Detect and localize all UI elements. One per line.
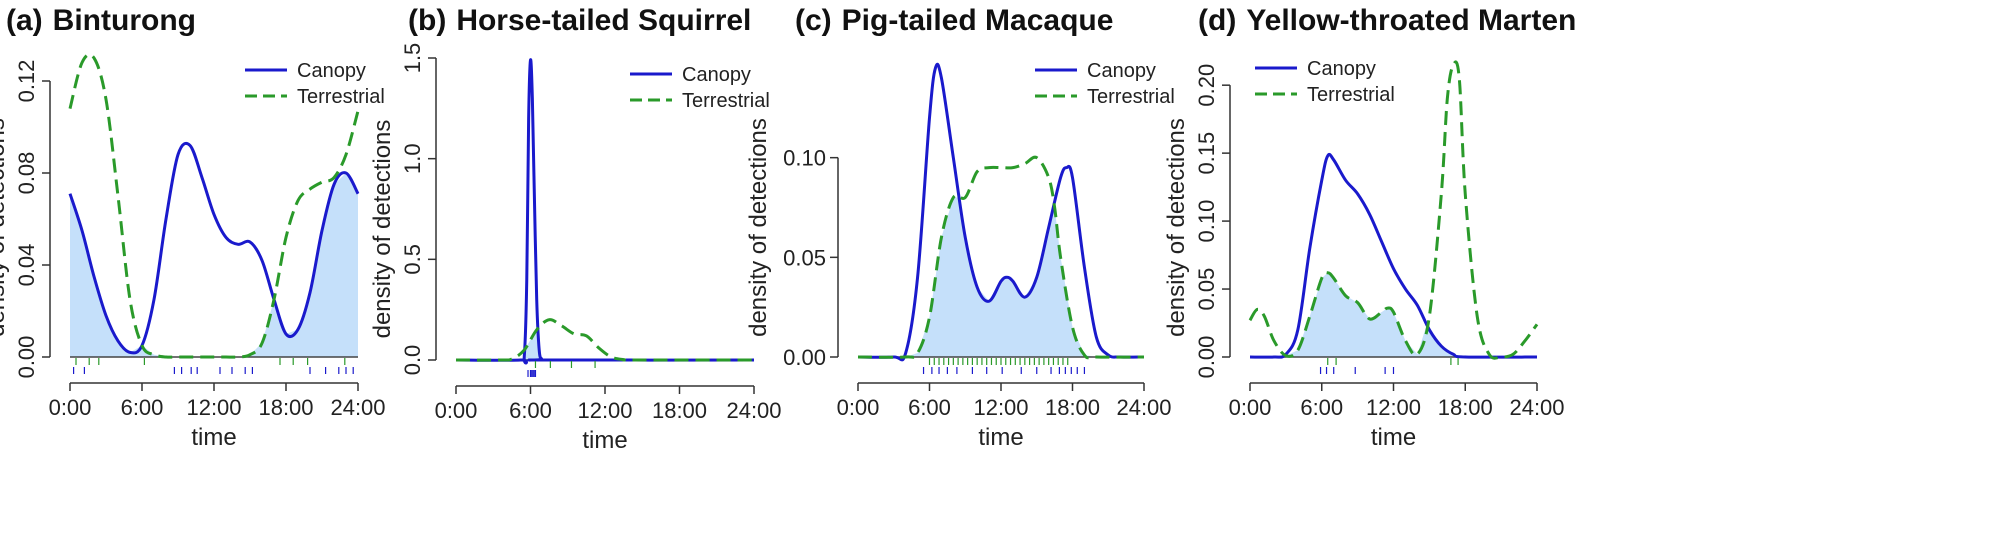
y-axis-label: density of detections bbox=[0, 118, 10, 337]
overlap-area bbox=[858, 197, 1144, 357]
x-tick-label: 24:00 bbox=[1116, 395, 1171, 420]
x-axis-label: time bbox=[582, 427, 627, 454]
x-tick-label: 18:00 bbox=[258, 395, 313, 420]
x-tick-label: 18:00 bbox=[652, 398, 707, 423]
panel-name: Horse-tailed Squirrel bbox=[456, 4, 751, 37]
y-tick-label: 0.00 bbox=[783, 345, 826, 370]
x-tick-label: 12:00 bbox=[186, 395, 241, 420]
panel-title: (b) Horse-tailed Squirrel bbox=[408, 4, 751, 37]
panel-title: (c) Pig-tailed Macaque bbox=[795, 4, 1113, 37]
x-tick-label: 18:00 bbox=[1045, 395, 1100, 420]
x-tick-label: 24:00 bbox=[1509, 395, 1564, 420]
panel-name: Binturong bbox=[53, 4, 196, 37]
y-tick-label: 1.0 bbox=[400, 143, 425, 174]
y-tick-label: 0.20 bbox=[1194, 64, 1219, 107]
x-tick-label: 0:00 bbox=[435, 398, 478, 423]
y-tick-label: 0.0 bbox=[400, 345, 425, 376]
canopy-density-line bbox=[68, 141, 360, 355]
y-tick-label: 0.08 bbox=[14, 152, 39, 195]
y-tick-label: 0.10 bbox=[1194, 200, 1219, 243]
legend-label: Canopy bbox=[1087, 60, 1156, 82]
legend-label: Canopy bbox=[297, 60, 366, 82]
x-axis-label: time bbox=[191, 424, 236, 451]
x-tick-label: 6:00 bbox=[1300, 395, 1343, 420]
legend-label: Terrestrial bbox=[1087, 86, 1175, 108]
panel-name: Yellow-throated Marten bbox=[1246, 4, 1576, 37]
chart-panel: (c) Pig-tailed Macaque 0:00 6:00 12:00 18:00 2… bbox=[745, 4, 1175, 451]
x-tick-label: 6:00 bbox=[121, 395, 164, 420]
y-axis-label: density of detections bbox=[1163, 118, 1190, 337]
panel-title: (d) Yellow-throated Marten bbox=[1198, 4, 1576, 37]
x-tick-label: 24:00 bbox=[726, 398, 781, 423]
y-tick-label: 0.05 bbox=[783, 245, 826, 270]
legend-label: Canopy bbox=[1307, 58, 1376, 80]
y-tick-label: 0.12 bbox=[14, 60, 39, 103]
chart-panel: (b) Horse-tailed Squirrel 0:00 6:00 12:00 18:… bbox=[369, 4, 782, 454]
y-tick-label: 1.5 bbox=[400, 43, 425, 74]
panel-label: (d) bbox=[1198, 4, 1236, 37]
canopy-density-line bbox=[857, 62, 1145, 362]
legend-label: Terrestrial bbox=[1307, 84, 1395, 106]
legend-label: Terrestrial bbox=[682, 90, 770, 112]
overlap-area bbox=[70, 173, 358, 357]
panel-label: (a) bbox=[6, 4, 43, 37]
panel-label: (b) bbox=[408, 4, 446, 37]
y-tick-label: 0.00 bbox=[1194, 336, 1219, 379]
legend-label: Terrestrial bbox=[297, 86, 385, 108]
x-tick-label: 0:00 bbox=[1229, 395, 1272, 420]
x-tick-label: 0:00 bbox=[49, 395, 92, 420]
x-tick-label: 6:00 bbox=[509, 398, 552, 423]
terrestrial-density-line bbox=[1248, 60, 1539, 360]
y-tick-label: 0.5 bbox=[400, 244, 425, 275]
panel-title: (a) Binturong bbox=[6, 4, 196, 37]
y-tick-label: 0.05 bbox=[1194, 268, 1219, 311]
y-tick-label: 0.00 bbox=[14, 336, 39, 379]
terrestrial-density-line bbox=[68, 53, 360, 359]
x-tick-label: 12:00 bbox=[1366, 395, 1421, 420]
x-axis-label: time bbox=[978, 424, 1023, 451]
chart-panel: (a) Binturong 0:00 6:00 12:00 18:00 24:00 time 0… bbox=[0, 4, 386, 451]
chart-panel: (d) Yellow-throated Marten 0:00 6:00 12:00 18… bbox=[1163, 4, 1576, 451]
y-tick-label: 0.10 bbox=[783, 146, 826, 171]
x-tick-label: 6:00 bbox=[908, 395, 951, 420]
panel-label: (c) bbox=[795, 4, 832, 37]
x-axis-label: time bbox=[1371, 424, 1416, 451]
x-tick-label: 18:00 bbox=[1438, 395, 1493, 420]
y-tick-label: 0.04 bbox=[14, 244, 39, 287]
panel-name: Pig-tailed Macaque bbox=[842, 4, 1114, 37]
overlap-area bbox=[456, 328, 754, 360]
legend-label: Canopy bbox=[682, 64, 751, 86]
canopy-density-line bbox=[1249, 152, 1538, 359]
x-tick-label: 24:00 bbox=[330, 395, 385, 420]
x-tick-label: 12:00 bbox=[577, 398, 632, 423]
y-axis-label: density of detections bbox=[369, 120, 396, 339]
x-tick-label: 0:00 bbox=[837, 395, 880, 420]
x-tick-label: 12:00 bbox=[973, 395, 1028, 420]
y-tick-label: 0.15 bbox=[1194, 132, 1219, 175]
y-axis-label: density of detections bbox=[745, 118, 772, 337]
terrestrial-density-line bbox=[455, 318, 755, 362]
terrestrial-density-line bbox=[857, 155, 1145, 360]
